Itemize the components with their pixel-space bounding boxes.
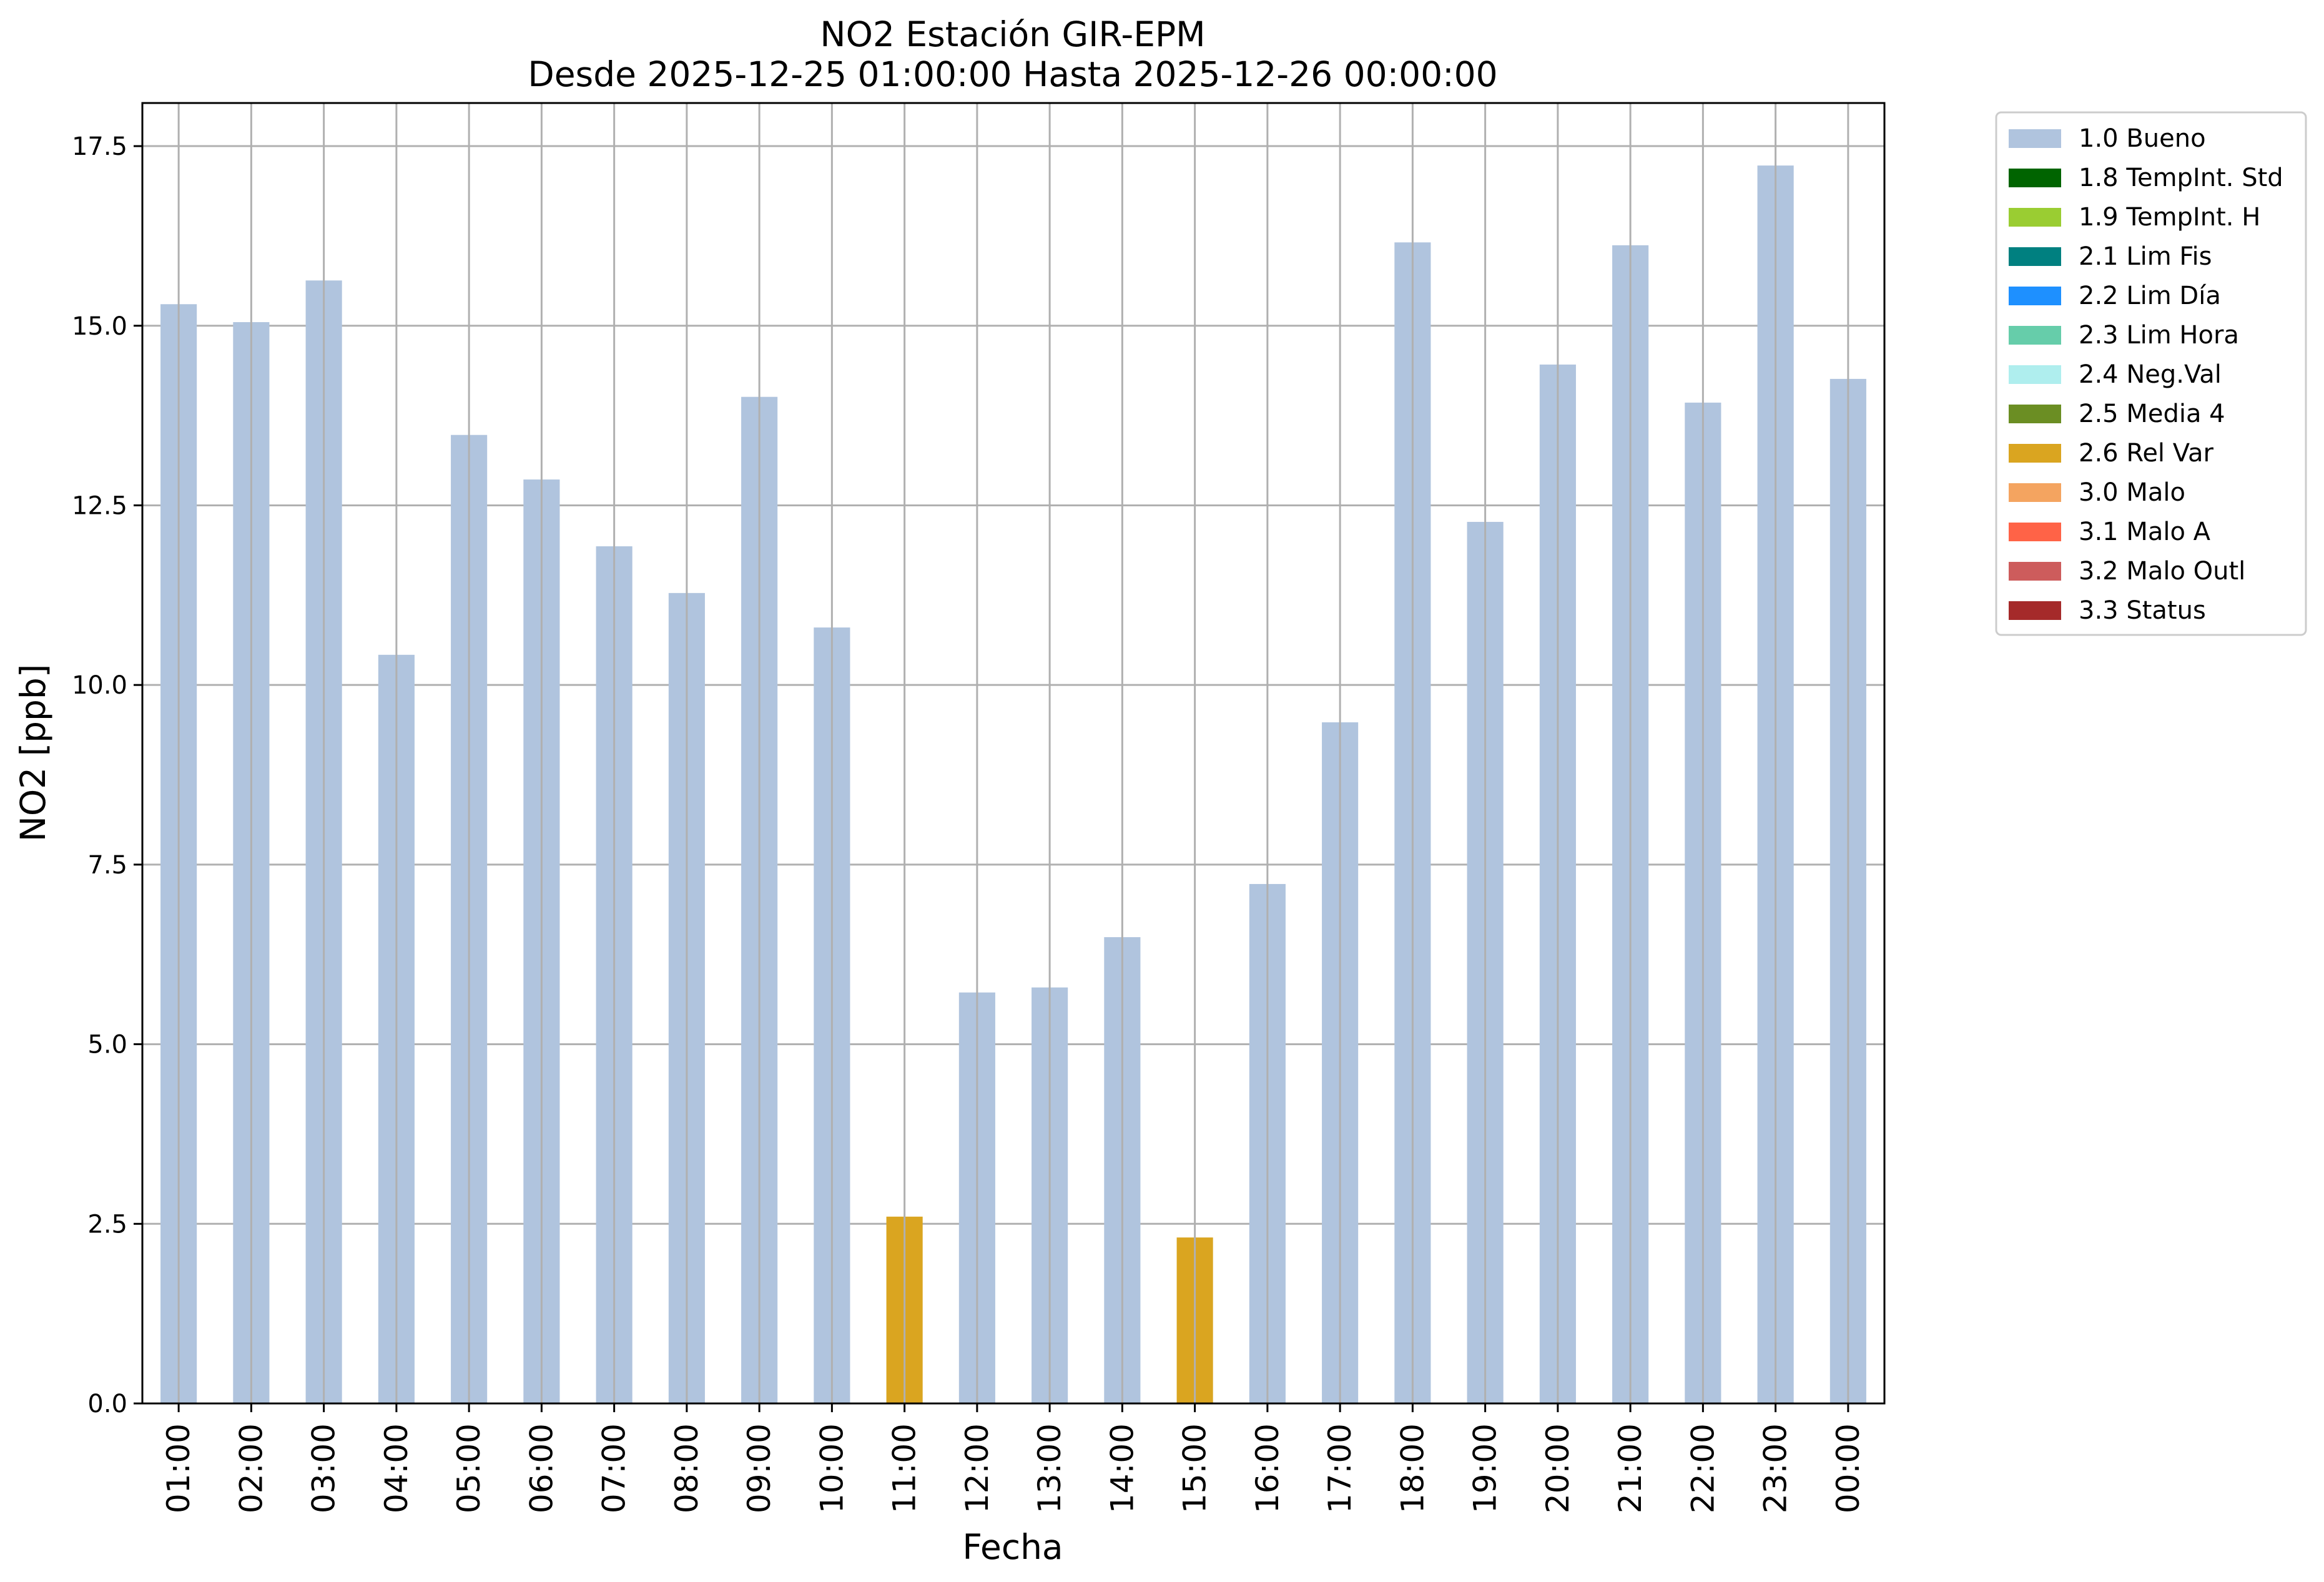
legend-label: 2.5 Media 4 [2079, 400, 2225, 428]
x-tick-label: 20:00 [1540, 1423, 1576, 1513]
bars [160, 165, 1866, 1404]
legend-label: 1.8 TempInt. Std [2079, 164, 2283, 192]
x-tick-label: 00:00 [1830, 1423, 1866, 1513]
x-tick-label: 12:00 [959, 1423, 995, 1513]
legend-label: 3.1 Malo A [2079, 518, 2211, 546]
x-tick-label: 19:00 [1467, 1423, 1504, 1513]
legend-swatch [2009, 129, 2061, 148]
legend-label: 3.0 Malo [2079, 478, 2185, 507]
chart-title: NO2 Estación GIR-EPM [820, 14, 1205, 54]
legend-swatch [2009, 326, 2061, 345]
legend-label: 2.6 Rel Var [2079, 439, 2214, 468]
legend-label: 3.3 Status [2079, 596, 2206, 625]
y-tick-label: 2.5 [87, 1210, 127, 1239]
legend-swatch [2009, 208, 2061, 227]
vertical-gridlines [177, 103, 1849, 1403]
legend-swatch [2009, 483, 2061, 502]
x-tick-label: 04:00 [378, 1423, 415, 1513]
y-tick-label: 17.5 [72, 132, 127, 161]
x-tick-label: 18:00 [1394, 1423, 1430, 1513]
gridlines [142, 145, 1884, 1405]
x-tick-label: 11:00 [887, 1423, 923, 1513]
x-tick-label: 23:00 [1758, 1423, 1794, 1513]
x-tick-label: 10:00 [814, 1423, 850, 1513]
x-tick-label: 16:00 [1249, 1423, 1286, 1513]
legend-swatch [2009, 444, 2061, 463]
y-tick-label: 15.0 [72, 312, 127, 341]
x-tick-label: 21:00 [1612, 1423, 1648, 1513]
x-tick-label: 09:00 [741, 1423, 777, 1513]
y-tick-label: 7.5 [87, 851, 127, 880]
x-tick-label: 07:00 [596, 1423, 633, 1513]
legend-swatch [2009, 365, 2061, 384]
legend-label: 3.2 Malo Outl [2079, 557, 2245, 586]
x-tick-label: 17:00 [1322, 1423, 1358, 1513]
legend-swatch [2009, 405, 2061, 423]
legend-label: 2.3 Lim Hora [2079, 321, 2239, 350]
x-axis-ticks: 01:00 02:00 03:00 04:00 05:00 06:00 07:00 08:00… [160, 1403, 1866, 1513]
y-axis-label: NO2 [ppb] [13, 664, 53, 842]
chart-subtitle: Desde 2025-12-25 01:00:00 Hasta 2025-12-… [528, 54, 1497, 94]
x-tick-label: 01:00 [160, 1423, 197, 1513]
legend-frame [1995, 111, 2307, 636]
y-axis-ticks: 0.0 2.5 5.0 7.5 10.0 12.5 15.0 17.5 [72, 132, 142, 1418]
legend: 1.0 Bueno 1.8 TempInt. Std 1.9 TempInt. H 2… [1995, 111, 2307, 636]
legend-label: 2.4 Neg.Val [2079, 360, 2222, 389]
x-tick-label: 14:00 [1104, 1423, 1140, 1513]
x-tick-label: 22:00 [1685, 1423, 1721, 1513]
legend-swatch [2009, 287, 2061, 305]
legend-swatch [2009, 247, 2061, 266]
legend-swatch [2009, 562, 2061, 581]
x-tick-label: 06:00 [523, 1423, 559, 1513]
legend-label: 2.1 Lim Fis [2079, 242, 2212, 271]
legend-entries: 1.0 Bueno 1.8 TempInt. Std 1.9 TempInt. H 2… [2009, 124, 2283, 625]
x-axis-label: Fecha [962, 1527, 1063, 1567]
legend-label: 1.0 Bueno [2079, 124, 2206, 153]
y-tick-label: 5.0 [87, 1031, 127, 1059]
x-tick-label: 15:00 [1177, 1423, 1213, 1513]
x-tick-label: 08:00 [669, 1423, 705, 1513]
x-tick-label: 02:00 [233, 1423, 269, 1513]
y-tick-label: 10.0 [72, 671, 127, 700]
y-tick-label: 0.0 [87, 1390, 127, 1418]
legend-swatch [2009, 601, 2061, 620]
legend-swatch [2009, 523, 2061, 541]
y-tick-label: 12.5 [72, 491, 127, 520]
plot-frame [141, 102, 1886, 1405]
legend-label: 2.2 Lim Día [2079, 282, 2221, 310]
legend-swatch [2009, 169, 2061, 187]
legend-label: 1.9 TempInt. H [2079, 203, 2260, 232]
x-tick-label: 05:00 [451, 1423, 487, 1513]
x-tick-label: 13:00 [1032, 1423, 1068, 1513]
x-tick-label: 03:00 [306, 1423, 342, 1513]
